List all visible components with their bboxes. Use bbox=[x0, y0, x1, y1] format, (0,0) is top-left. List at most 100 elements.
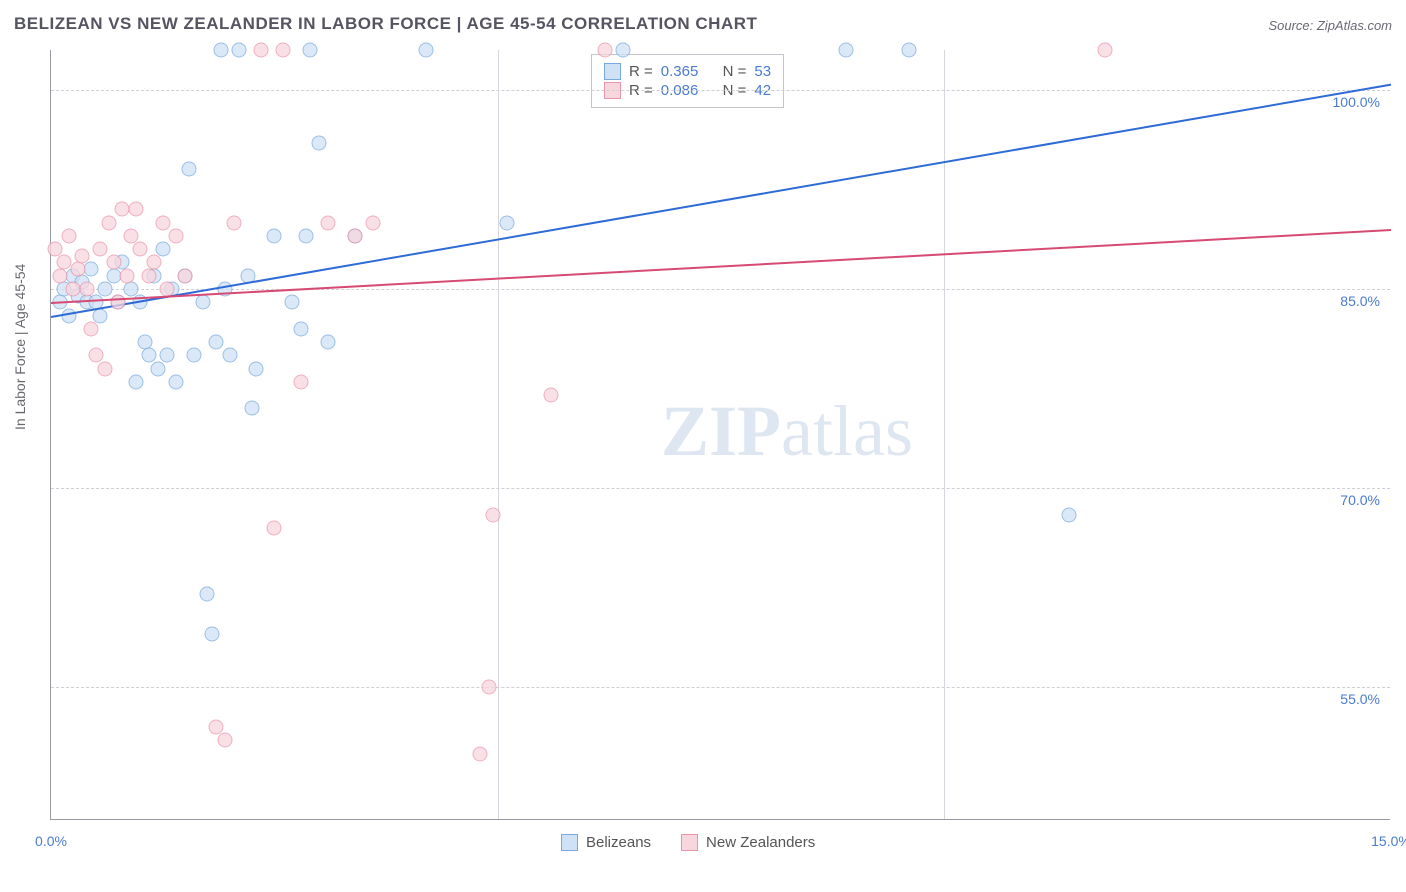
scatter-point bbox=[1098, 43, 1113, 58]
scatter-point bbox=[267, 520, 282, 535]
scatter-point bbox=[209, 335, 224, 350]
trend-line bbox=[51, 229, 1391, 304]
r-prefix: R = bbox=[629, 63, 653, 80]
scatter-point bbox=[169, 228, 184, 243]
gridline-v bbox=[944, 50, 945, 819]
legend-item-1: Belizeans bbox=[561, 834, 651, 851]
scatter-point bbox=[97, 361, 112, 376]
scatter-point bbox=[209, 720, 224, 735]
scatter-point bbox=[222, 348, 237, 363]
scatter-point bbox=[486, 507, 501, 522]
scatter-point bbox=[597, 43, 612, 58]
n-prefix: N = bbox=[723, 63, 747, 80]
legend-swatch-2 bbox=[681, 834, 698, 851]
scatter-point bbox=[124, 281, 139, 296]
stats-legend-box: R = 0.365 N = 53 R = 0.086 N = 42 bbox=[591, 54, 784, 108]
scatter-point bbox=[102, 215, 117, 230]
scatter-point bbox=[267, 228, 282, 243]
scatter-point bbox=[218, 733, 233, 748]
scatter-point bbox=[84, 321, 99, 336]
gridline-h bbox=[51, 488, 1390, 489]
scatter-point bbox=[195, 295, 210, 310]
scatter-point bbox=[84, 262, 99, 277]
scatter-point bbox=[48, 242, 63, 257]
scatter-point bbox=[93, 242, 108, 257]
scatter-point bbox=[142, 348, 157, 363]
gridline-h bbox=[51, 90, 1390, 91]
scatter-point bbox=[204, 627, 219, 642]
gridline-h bbox=[51, 289, 1390, 290]
scatter-point bbox=[1062, 507, 1077, 522]
scatter-point bbox=[347, 228, 362, 243]
scatter-point bbox=[146, 255, 161, 270]
scatter-point bbox=[97, 281, 112, 296]
ytick-label: 55.0% bbox=[1340, 691, 1380, 707]
gridline-v bbox=[498, 50, 499, 819]
scatter-point bbox=[106, 255, 121, 270]
stats-row-series1: R = 0.365 N = 53 bbox=[604, 63, 771, 80]
scatter-point bbox=[133, 242, 148, 257]
scatter-point bbox=[249, 361, 264, 376]
r-value-1: 0.365 bbox=[661, 63, 699, 80]
scatter-point bbox=[61, 228, 76, 243]
scatter-point bbox=[227, 215, 242, 230]
scatter-point bbox=[186, 348, 201, 363]
scatter-point bbox=[839, 43, 854, 58]
scatter-point bbox=[160, 281, 175, 296]
scatter-point bbox=[303, 43, 318, 58]
scatter-point bbox=[481, 680, 496, 695]
scatter-point bbox=[160, 348, 175, 363]
legend-bottom: Belizeans New Zealanders bbox=[561, 834, 815, 851]
watermark-bold: ZIP bbox=[661, 391, 781, 471]
source-label: Source: ZipAtlas.com bbox=[1268, 18, 1392, 33]
scatter-point bbox=[294, 374, 309, 389]
scatter-point bbox=[231, 43, 246, 58]
ytick-label: 85.0% bbox=[1340, 293, 1380, 309]
scatter-point bbox=[901, 43, 916, 58]
scatter-point bbox=[365, 215, 380, 230]
scatter-point bbox=[320, 215, 335, 230]
scatter-point bbox=[119, 268, 134, 283]
scatter-point bbox=[312, 135, 327, 150]
scatter-point bbox=[200, 587, 215, 602]
y-axis-label: In Labor Force | Age 45-54 bbox=[12, 264, 28, 430]
scatter-point bbox=[213, 43, 228, 58]
scatter-point bbox=[472, 746, 487, 761]
watermark-light: atlas bbox=[781, 391, 913, 471]
ytick-label: 70.0% bbox=[1340, 492, 1380, 508]
scatter-point bbox=[178, 268, 193, 283]
chart-title: BELIZEAN VS NEW ZEALANDER IN LABOR FORCE… bbox=[14, 14, 757, 34]
legend-label-1: Belizeans bbox=[586, 834, 651, 851]
scatter-point bbox=[499, 215, 514, 230]
scatter-point bbox=[124, 228, 139, 243]
scatter-point bbox=[298, 228, 313, 243]
xtick-label: 0.0% bbox=[35, 833, 67, 849]
scatter-point bbox=[182, 162, 197, 177]
scatter-point bbox=[111, 295, 126, 310]
trend-line bbox=[51, 83, 1391, 317]
scatter-point bbox=[70, 262, 85, 277]
scatter-point bbox=[419, 43, 434, 58]
watermark: ZIPatlas bbox=[661, 390, 913, 473]
scatter-point bbox=[142, 268, 157, 283]
scatter-point bbox=[75, 248, 90, 263]
legend-item-2: New Zealanders bbox=[681, 834, 815, 851]
xtick-label: 15.0% bbox=[1371, 833, 1406, 849]
n-value-1: 53 bbox=[754, 63, 771, 80]
scatter-point bbox=[128, 202, 143, 217]
chart-plot-area: ZIPatlas R = 0.365 N = 53 R = 0.086 N = … bbox=[50, 50, 1390, 820]
gridline-h bbox=[51, 687, 1390, 688]
scatter-point bbox=[52, 268, 67, 283]
scatter-point bbox=[169, 374, 184, 389]
scatter-point bbox=[253, 43, 268, 58]
legend-swatch-1 bbox=[561, 834, 578, 851]
scatter-point bbox=[544, 388, 559, 403]
scatter-point bbox=[294, 321, 309, 336]
scatter-point bbox=[320, 335, 335, 350]
scatter-point bbox=[151, 361, 166, 376]
scatter-point bbox=[285, 295, 300, 310]
scatter-point bbox=[79, 281, 94, 296]
swatch-series1 bbox=[604, 63, 621, 80]
scatter-point bbox=[155, 215, 170, 230]
ytick-label: 100.0% bbox=[1333, 94, 1380, 110]
